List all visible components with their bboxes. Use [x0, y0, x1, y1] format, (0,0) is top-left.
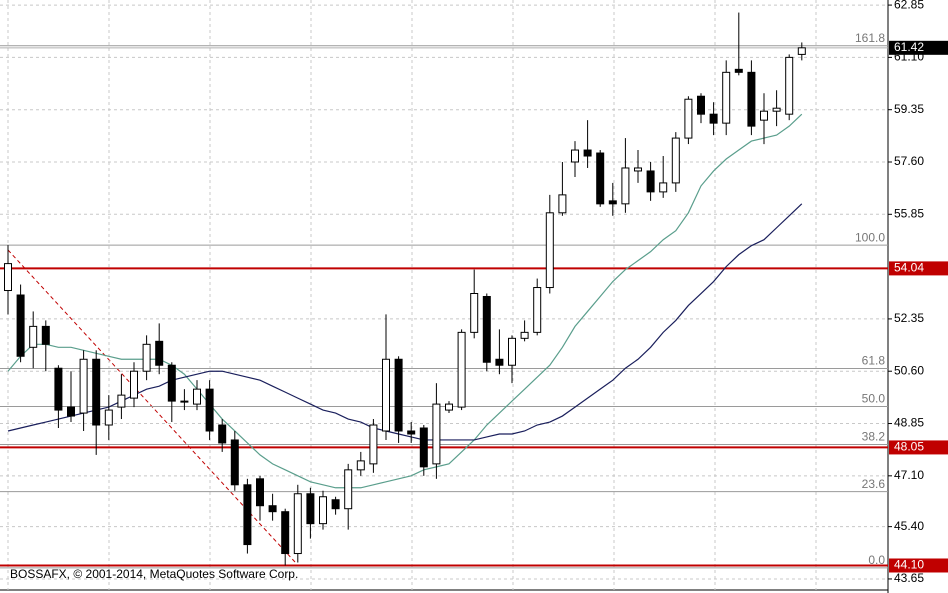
- fib-label: 61.8: [862, 354, 886, 368]
- candle-body: [634, 167, 642, 172]
- y-tick-label: 47.10: [894, 468, 924, 482]
- candle-body: [482, 295, 491, 363]
- copyright: BOSSAFX, © 2001-2014, MetaQuotes Softwar…: [10, 567, 298, 581]
- candle-body: [684, 98, 693, 139]
- candle-body: [596, 152, 605, 205]
- candle-body: [293, 493, 302, 555]
- candle-body: [67, 406, 75, 417]
- y-tick-label: 62.85: [894, 0, 924, 11]
- candle-body: [621, 167, 630, 205]
- candle-body: [432, 403, 441, 465]
- candle-body: [306, 493, 315, 525]
- candle-body: [54, 367, 63, 411]
- candle-body: [344, 469, 353, 510]
- candle-body: [772, 107, 781, 112]
- candle-body: [608, 200, 617, 205]
- candle-body: [230, 439, 239, 486]
- candle-body: [41, 325, 50, 345]
- current-price-label: 61.42: [894, 40, 924, 54]
- y-tick-label: 52.35: [894, 311, 924, 325]
- y-tick-label: 43.65: [894, 571, 924, 585]
- candle-body: [130, 370, 138, 399]
- candle-body: [205, 388, 214, 432]
- candle-body: [571, 149, 579, 163]
- candle-body: [155, 340, 164, 366]
- price-level-box: [889, 440, 948, 455]
- fib-label: 0.0: [868, 553, 885, 567]
- candle-body: [646, 170, 655, 193]
- candle-body: [29, 325, 38, 348]
- moving-average: [7, 113, 803, 489]
- y-tick-label: 55.85: [894, 206, 924, 220]
- candle-body: [671, 137, 680, 184]
- candle-body: [319, 496, 327, 525]
- candle-body: [369, 424, 378, 465]
- candle-body: [104, 409, 113, 426]
- candle-body: [760, 110, 768, 121]
- price-level-label: 48.05: [894, 440, 924, 454]
- y-tick-label: 50.60: [894, 363, 924, 377]
- candle-body: [382, 358, 390, 432]
- candle-body: [281, 511, 290, 555]
- candle-body: [797, 47, 806, 55]
- candle-body: [734, 68, 743, 73]
- candle-body: [558, 194, 567, 214]
- candle-body: [4, 263, 12, 292]
- candle-body: [193, 388, 201, 405]
- candle-body: [331, 499, 340, 510]
- candle-body: [520, 331, 529, 339]
- candle-body: [457, 331, 466, 408]
- candle-body: [79, 358, 88, 414]
- candle-body: [785, 56, 794, 115]
- candle-body: [243, 484, 252, 546]
- candle-body: [16, 294, 25, 357]
- candle-body: [470, 293, 479, 333]
- candle-body: [445, 403, 453, 411]
- candle-body: [659, 182, 668, 193]
- candle-body: [268, 505, 277, 513]
- candle-body: [583, 149, 592, 157]
- candle-body: [92, 358, 101, 426]
- candle-body: [142, 343, 151, 372]
- price-level-label: 54.04: [894, 261, 924, 275]
- candle-body: [495, 358, 504, 366]
- candle-body: [407, 430, 416, 435]
- candle-body: [508, 337, 516, 366]
- fib-label: 100.0: [855, 230, 885, 244]
- fib-label: 161.8: [855, 31, 885, 45]
- candle-body: [722, 71, 731, 124]
- y-tick-label: 57.60: [894, 154, 924, 168]
- candle-body: [356, 460, 365, 471]
- candle-body: [167, 364, 176, 402]
- fib-label: 38.2: [862, 430, 886, 444]
- price-level-box: [889, 558, 948, 573]
- fib-label: 23.6: [862, 477, 886, 491]
- y-tick-label: 45.40: [894, 519, 924, 533]
- candle-body: [419, 427, 428, 468]
- price-level-label: 44.10: [894, 558, 924, 572]
- candle-body: [533, 287, 542, 333]
- candle-body: [180, 400, 189, 403]
- candle-body: [218, 424, 227, 444]
- candle-body: [545, 212, 554, 289]
- price-level-box: [889, 261, 948, 276]
- candle-body: [697, 95, 705, 115]
- y-tick-label: 59.35: [894, 102, 924, 116]
- candle-body: [709, 113, 718, 124]
- y-tick-label: 48.85: [894, 416, 924, 430]
- candle-body: [394, 358, 403, 432]
- candle-body: [747, 71, 756, 127]
- fib-label: 50.0: [862, 392, 886, 406]
- moving-average: [7, 203, 803, 441]
- candle-body: [256, 478, 264, 507]
- candle-body: [117, 394, 126, 408]
- current-price-box: [889, 40, 948, 55]
